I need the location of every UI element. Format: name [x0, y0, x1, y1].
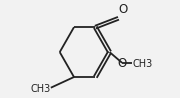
Text: CH3: CH3: [30, 84, 50, 94]
Text: O: O: [118, 57, 127, 70]
Text: O: O: [119, 3, 128, 16]
Text: CH3: CH3: [132, 59, 152, 69]
